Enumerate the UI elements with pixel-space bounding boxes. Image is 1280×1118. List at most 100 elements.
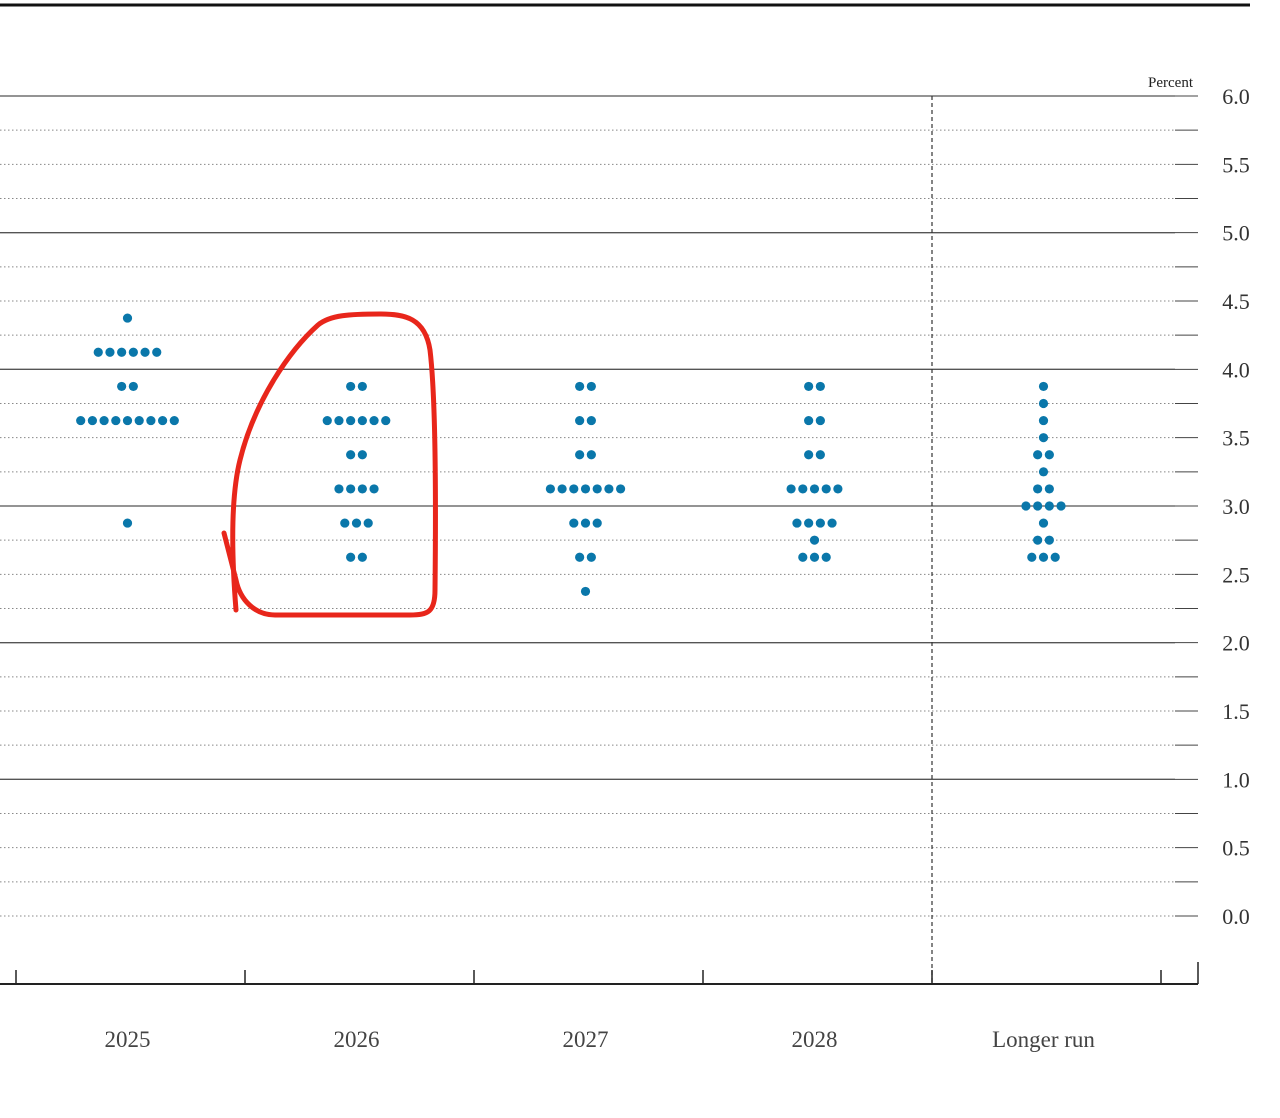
dot — [786, 484, 796, 494]
dot — [1021, 501, 1031, 511]
y-tick-label: 0.0 — [1222, 904, 1250, 929]
y-tick-label: 5.0 — [1222, 221, 1250, 246]
dot — [128, 381, 138, 392]
dot — [105, 347, 115, 357]
dot — [815, 518, 825, 528]
dot — [1033, 484, 1043, 494]
dot — [76, 415, 86, 426]
dot — [1044, 450, 1054, 460]
dot — [128, 347, 138, 357]
dot — [821, 484, 831, 494]
dot — [545, 484, 556, 494]
dot — [346, 450, 356, 460]
dot — [93, 347, 103, 357]
y-tick-label: 6.0 — [1222, 84, 1250, 109]
dot — [140, 347, 150, 357]
dot — [586, 415, 596, 426]
dot — [146, 415, 156, 426]
dot — [580, 518, 591, 528]
dot — [569, 518, 579, 528]
dot — [809, 484, 820, 494]
dot — [557, 484, 567, 494]
dot — [334, 415, 344, 426]
dot — [322, 415, 332, 426]
dot — [334, 484, 344, 494]
x-tick-label: 2026 — [334, 1027, 380, 1052]
dot — [357, 552, 367, 562]
dot — [1038, 415, 1049, 426]
x-tick-label: Longer run — [992, 1027, 1095, 1052]
x-tick-label: 2025 — [105, 1027, 151, 1052]
dot — [586, 450, 596, 460]
dot — [134, 415, 144, 426]
y-tick-label: 2.0 — [1222, 631, 1250, 656]
dot — [117, 347, 127, 357]
dot — [122, 313, 133, 323]
dot — [346, 415, 356, 426]
dot — [357, 484, 367, 494]
dot — [1038, 398, 1049, 409]
dots — [76, 313, 1066, 597]
dot — [575, 450, 585, 460]
dot — [1038, 433, 1049, 443]
dot — [1050, 552, 1060, 562]
dot — [604, 484, 614, 494]
dot — [169, 415, 179, 426]
grid — [0, 95, 1198, 917]
dot — [346, 484, 356, 494]
dot — [815, 381, 825, 392]
dot — [1038, 467, 1049, 477]
dot — [616, 484, 626, 494]
dot — [1038, 518, 1049, 528]
dot — [580, 484, 591, 494]
dot — [357, 415, 367, 426]
dot — [1033, 450, 1043, 460]
y-tick-label: 4.0 — [1222, 357, 1250, 382]
dot — [809, 552, 820, 562]
dot — [1033, 501, 1043, 511]
dot — [821, 552, 831, 562]
dot — [1038, 381, 1049, 392]
dot — [122, 518, 133, 528]
dot — [586, 552, 596, 562]
dot — [575, 552, 585, 562]
dot — [357, 450, 367, 460]
dot — [815, 450, 825, 460]
dot — [592, 518, 602, 528]
y-tick-label: 3.5 — [1222, 426, 1250, 451]
dot — [99, 415, 109, 426]
dot — [122, 415, 133, 426]
dot — [792, 518, 802, 528]
dot — [87, 415, 97, 426]
dot — [117, 381, 127, 392]
dot — [815, 415, 825, 426]
x-tick-label: 2028 — [792, 1027, 838, 1052]
y-tick-label: 3.0 — [1222, 494, 1250, 519]
dot — [346, 552, 356, 562]
dot — [152, 347, 162, 357]
y-tick-label: 5.5 — [1222, 152, 1250, 177]
dot — [1038, 552, 1049, 562]
dot — [798, 484, 808, 494]
dot — [363, 518, 373, 528]
y-tick-labels: 6.0 5.5 5.0 4.5 4.0 3.5 3.0 2.5 2.0 1.5 1.0 0.5 0.0 — [1222, 84, 1250, 929]
dot — [592, 484, 602, 494]
dot — [804, 450, 814, 460]
unit-label: Percent — [1148, 75, 1194, 91]
dot — [369, 415, 379, 426]
dot — [1027, 552, 1037, 562]
dot — [346, 381, 356, 392]
dot — [1056, 501, 1066, 511]
dot — [1044, 535, 1054, 545]
dot — [575, 415, 585, 426]
dot — [357, 381, 367, 392]
dot — [569, 484, 579, 494]
dot — [804, 415, 814, 426]
dot — [809, 535, 820, 545]
dot — [575, 381, 585, 392]
dot — [1044, 501, 1054, 511]
y-tick-label: 1.5 — [1222, 699, 1250, 724]
dot — [381, 415, 391, 426]
x-tick-label: 2027 — [563, 1027, 609, 1052]
